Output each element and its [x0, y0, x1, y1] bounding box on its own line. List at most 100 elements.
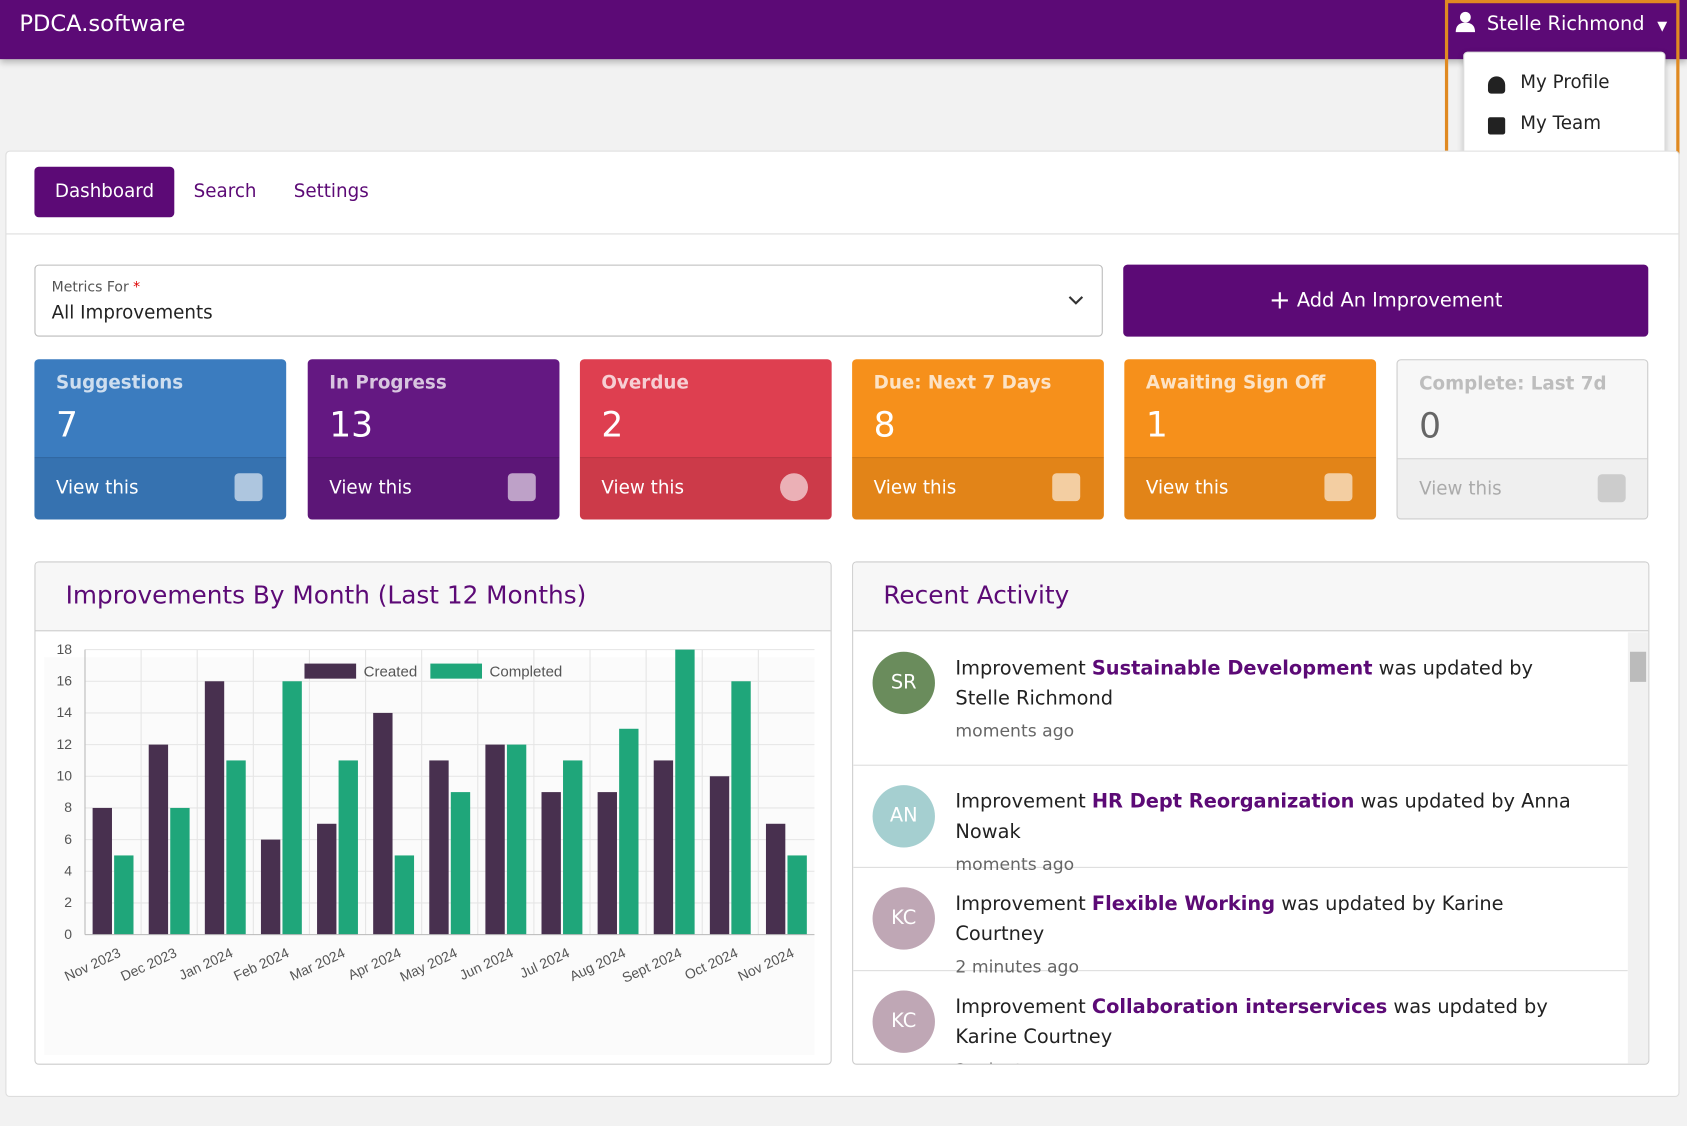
avatar: AN [872, 785, 935, 848]
activity-title: Recent Activity [853, 562, 1649, 632]
top-bar [0, 0, 1687, 60]
chart-panel-title: Improvements By Month (Last 12 Months) [35, 562, 831, 632]
bar [394, 855, 415, 935]
bar [282, 681, 302, 935]
metrics-select[interactable]: Metrics For * All Improvements [34, 264, 1103, 337]
chevron [1068, 296, 1084, 305]
bar [619, 728, 639, 935]
tab[interactable]: Search [193, 180, 257, 203]
bar [450, 792, 471, 935]
tab[interactable]: Settings [293, 180, 369, 203]
user-icon [1455, 11, 1476, 33]
activity-text: Improvement Flexible Working was updated… [955, 889, 1590, 981]
stat-card[interactable]: In Progress 13 View this [307, 359, 560, 520]
bar [675, 649, 695, 935]
activity-link[interactable]: HR Dept Reorganization [1091, 790, 1355, 814]
bar [653, 760, 674, 935]
activity-prefix: Improvement [955, 892, 1086, 916]
card-count: 13 [329, 404, 374, 446]
bar [506, 744, 527, 935]
bar [170, 807, 190, 935]
legend-swatch [304, 663, 357, 679]
card-icon [234, 473, 263, 502]
user-menu-toggle[interactable]: Stelle Richmond ▼ [1455, 11, 1667, 35]
bar [148, 744, 169, 935]
bar [114, 855, 134, 935]
y-tick-label: 6 [64, 831, 72, 847]
stat-card[interactable]: Suggestions 7 View this [34, 359, 287, 520]
stat-card[interactable]: Complete: Last 7d 0 View this [1396, 359, 1649, 520]
card-icon [1324, 473, 1353, 502]
card-count: 2 [601, 404, 624, 446]
tab[interactable]: Dashboard [34, 166, 175, 218]
chart-panel: Improvements By Month (Last 12 Months) 0… [34, 561, 832, 1065]
card-count: 0 [1419, 405, 1442, 447]
card-icon [507, 473, 536, 502]
menu-item[interactable]: My Profile [1520, 72, 1610, 94]
stat-card[interactable]: Overdue 2 View this [579, 359, 832, 520]
activity-time: moments ago [955, 853, 1075, 875]
avatar: KC [872, 990, 935, 1053]
y-tick-label: 12 [57, 736, 73, 752]
card-title: Awaiting Sign Off [1145, 372, 1326, 394]
bar [92, 807, 112, 935]
card-icon [780, 473, 809, 502]
activity-link[interactable]: Flexible Working [1091, 892, 1276, 916]
avatar: SR [872, 651, 935, 715]
menu-item[interactable]: My Team [1520, 112, 1602, 135]
y-tick-label: 14 [57, 704, 73, 720]
avatar: KC [872, 887, 935, 950]
activity-panel: Recent Activity SR Improvement Sustainabl… [852, 561, 1650, 1065]
activity-link[interactable]: Collaboration interservices [1091, 995, 1388, 1019]
bar [765, 823, 786, 935]
bar [563, 760, 583, 935]
activity-suffix: was updated by Karine Courtney [955, 892, 1504, 946]
card-count: 7 [55, 404, 78, 446]
activity-item: SR Improvement Sustainable Development wa… [853, 632, 1628, 766]
y-tick-label: 16 [57, 673, 73, 689]
bar [541, 792, 561, 935]
card-link: View this [1145, 477, 1229, 500]
add-label: Add An Improvement [1296, 289, 1503, 312]
bar [787, 855, 807, 935]
card-footer [1397, 458, 1648, 518]
menu-icon [1487, 76, 1506, 94]
bar [429, 760, 449, 935]
card-link: View this [1419, 478, 1502, 501]
y-tick-label: 2 [64, 894, 72, 910]
activity-suffix: was updated by Stelle Richmond [955, 657, 1534, 710]
card-title: Due: Next 7 Days [873, 372, 1052, 394]
card-count: 1 [1145, 404, 1168, 446]
y-tick-label: 0 [64, 926, 72, 942]
card-title: In Progress [329, 372, 447, 394]
activity-time: 2 minutes ago [955, 956, 1079, 977]
activity-text: Improvement Collaboration interservices … [955, 993, 1590, 1064]
bar [731, 681, 751, 935]
card-count: 8 [873, 404, 896, 446]
bar [260, 839, 281, 935]
brand[interactable]: PDCA.software [19, 10, 186, 37]
card-title: Complete: Last 7d [1419, 373, 1607, 395]
add-button[interactable]: + Add An Improvement [1123, 264, 1649, 337]
stat-card[interactable]: Due: Next 7 Days 8 View this [852, 359, 1104, 520]
metrics-value: All Improvements [51, 302, 213, 324]
stat-card[interactable]: Awaiting Sign Off 1 View this [1124, 359, 1377, 520]
y-tick-label: 10 [57, 768, 73, 784]
activity-link[interactable]: Sustainable Development [1091, 657, 1373, 680]
card-link: View this [329, 477, 412, 500]
legend-label: Completed [490, 663, 563, 680]
card-title: Suggestions [55, 372, 184, 394]
legend-label: Created [364, 663, 418, 680]
card-link: View this [873, 477, 957, 500]
card-icon [1052, 473, 1081, 502]
bar [485, 744, 505, 935]
activity-list: SR Improvement Sustainable Development wa… [853, 632, 1628, 1064]
required-mark: * [133, 279, 141, 296]
card-link: View this [601, 477, 685, 500]
activity-item: KC Improvement Flexible Working was updat… [853, 868, 1628, 977]
card-title: Overdue [601, 372, 689, 394]
activity-prefix: Improvement [955, 657, 1086, 680]
activity-time: moments ago [955, 720, 1075, 742]
card-icon [1597, 474, 1626, 503]
